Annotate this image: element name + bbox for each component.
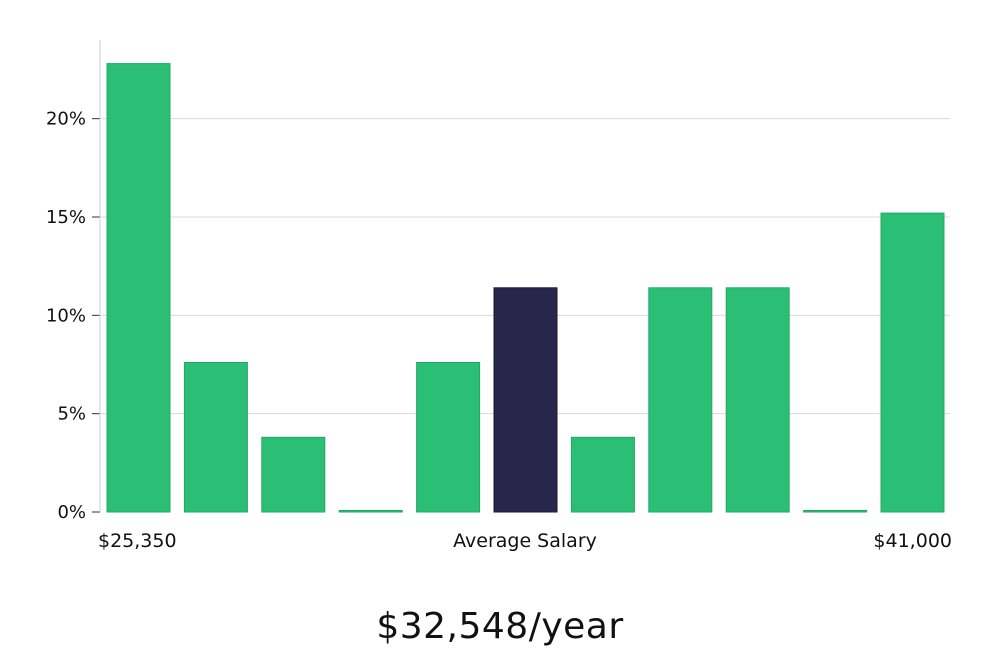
bar-3	[338, 510, 403, 513]
bar-10	[880, 212, 945, 513]
x-label-average: Average Salary	[453, 530, 597, 552]
salary-histogram-chart: 0% 5% 10% 15% 20% $25,350 Average Salary $41…	[46, 40, 952, 552]
bar-8	[725, 287, 790, 513]
label-layer: $25,350 Average Salary $41,000	[98, 530, 952, 552]
axis-layer: 0% 5% 10% 15% 20%	[46, 40, 101, 523]
average-salary-summary: $32,548/year	[376, 606, 624, 647]
x-label-max: $41,000	[873, 530, 952, 552]
bar-2	[261, 436, 326, 513]
bar-0	[106, 63, 171, 513]
bar-9	[803, 510, 868, 513]
bar-4	[416, 362, 481, 513]
bar-7	[648, 287, 713, 513]
x-label-min: $25,350	[98, 530, 177, 552]
bar-1	[183, 362, 248, 513]
bar-average-salary	[493, 287, 558, 513]
bar-6	[570, 436, 635, 513]
y-tick-label-4: 20%	[46, 109, 86, 130]
bar-layer	[106, 63, 945, 513]
y-tick-label-1: 5%	[57, 404, 86, 425]
y-tick-label-2: 10%	[46, 305, 86, 326]
y-tick-label-0: 0%	[57, 502, 86, 523]
y-tick-label-3: 15%	[46, 207, 86, 228]
